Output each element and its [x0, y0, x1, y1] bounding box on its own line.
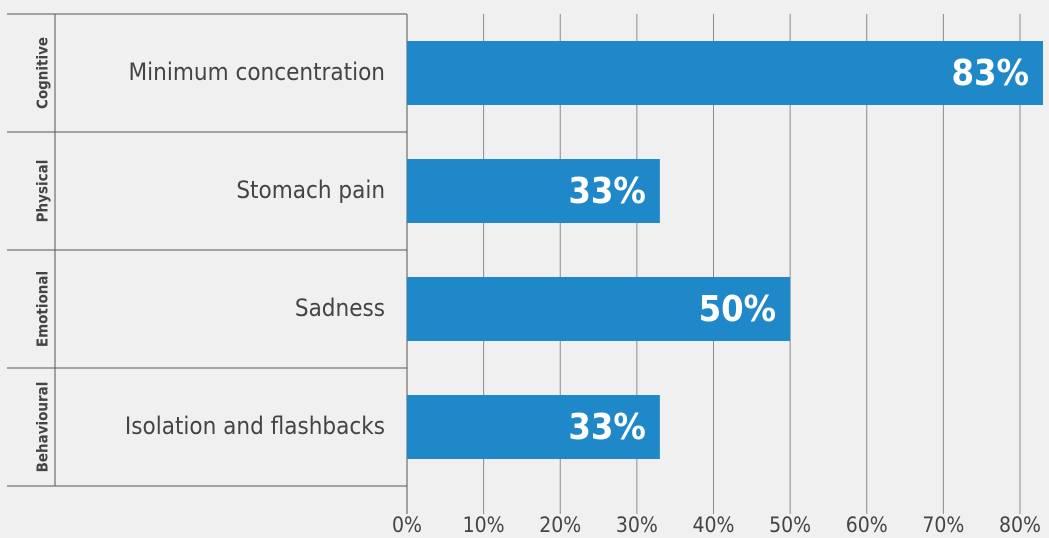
bar — [407, 277, 791, 341]
category-label: Stomach pain — [236, 176, 385, 204]
value-label: 33% — [568, 407, 646, 448]
group-label: Emotional — [34, 271, 52, 347]
x-tick-label: 40% — [693, 513, 735, 537]
group-label: Cognitive — [34, 37, 52, 109]
x-tick-label: 60% — [846, 513, 888, 537]
value-label: 83% — [951, 53, 1029, 94]
value-label: 33% — [568, 171, 646, 212]
x-tick-label: 20% — [539, 513, 581, 537]
category-label: Sadness — [295, 294, 385, 322]
x-tick-label: 80% — [999, 513, 1041, 537]
bar — [407, 41, 1043, 105]
x-tick-label: 0% — [392, 513, 422, 537]
x-tick-label: 30% — [616, 513, 658, 537]
x-tick-label: 10% — [463, 513, 505, 537]
table-frame — [7, 13, 407, 487]
category-label: Isolation and flashbacks — [125, 412, 385, 440]
group-label: Behavioural — [34, 382, 52, 473]
bar — [407, 159, 660, 223]
value-label: 50% — [699, 289, 777, 330]
group-label: Physical — [34, 160, 52, 223]
x-tick-label: 70% — [922, 513, 964, 537]
x-tick-label: 50% — [769, 513, 811, 537]
bar — [407, 395, 660, 459]
category-label: Minimum concentration — [129, 58, 385, 86]
